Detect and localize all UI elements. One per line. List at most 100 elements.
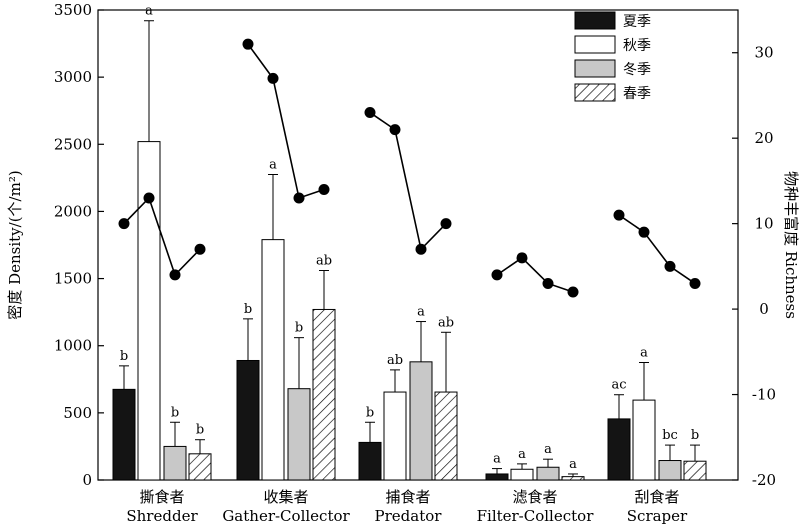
bar [358,441,382,481]
richness-line [369,111,447,251]
significance-letter: b [120,349,128,364]
category-label-en: Predator [375,507,443,525]
richness-point [689,277,701,289]
significance-letter: b [691,428,699,443]
significance-letter: a [145,4,153,19]
richness-point [364,107,376,119]
richness-point [613,209,625,221]
category-label-cn: 滤食者 [512,488,557,506]
legend-swatch [574,35,616,54]
richness-point [293,192,305,204]
bar [510,468,534,481]
significance-letter: ac [611,378,626,393]
category-label-cn: 刮食者 [634,488,679,506]
bar [658,460,682,481]
legend-label: 夏季 [623,14,651,30]
category-label-cn: 收集者 [263,488,308,506]
right-axis-tick-label: -10 [752,386,776,404]
bar [561,476,585,481]
richness-point [169,269,181,281]
bar [383,391,407,481]
richness-point [118,218,130,230]
left-axis-tick-label: 1500 [54,270,92,288]
richness-point [267,72,279,84]
legend-swatch [574,11,616,30]
right-axis-tick-label: 0 [759,300,769,318]
category-label-en: Shredder [126,507,198,525]
left-axis-tick-label: 2000 [54,202,92,220]
significance-letter: ab [438,315,454,330]
richness-point [567,286,579,298]
right-axis-tick-label: 10 [754,215,773,233]
richness-point [143,192,155,204]
significance-letter: ab [387,353,403,368]
richness-point [664,260,676,272]
bar [409,361,433,481]
significance-letter: a [493,452,501,467]
significance-letter: a [569,457,577,472]
bar [287,388,311,481]
significance-letter: a [544,442,552,457]
significance-letter: a [417,305,425,320]
left-axis-title: 密度 Density/(个/m²) [6,170,24,319]
significance-letter: b [295,321,303,336]
left-axis-tick-label: 3500 [54,1,92,19]
significance-letter: b [366,405,374,420]
richness-point [638,226,650,238]
richness-point [194,243,206,255]
significance-letter: bc [662,428,678,443]
bar [632,399,656,481]
legend-label: 秋季 [623,38,651,54]
bar [536,466,560,481]
bar [112,388,136,481]
bar [434,391,458,481]
significance-letter: b [171,405,179,420]
legend-swatch [574,83,616,102]
bar [236,359,260,481]
bar [312,308,336,481]
significance-letter: a [518,447,526,462]
bar [485,473,509,481]
significance-letter: b [196,423,204,438]
richness-point [542,277,554,289]
richness-line [247,43,325,200]
richness-point [389,124,401,136]
bar [683,460,707,481]
bar [607,418,631,481]
category-label-en: Filter-Collector [477,507,595,525]
richness-line [123,196,201,277]
richness-point [242,38,254,50]
richness-line [496,256,574,293]
category-label-en: Scraper [627,507,688,525]
richness-point [440,218,452,230]
category-label-cn: 捕食者 [385,488,430,506]
legend-swatch [574,59,616,78]
richness-point [318,183,330,195]
legend-label: 春季 [623,86,651,102]
bar [137,141,161,481]
richness-line [618,214,696,285]
right-axis-tick-label: 20 [754,129,773,147]
significance-letter: a [269,158,277,173]
legend-label: 冬季 [623,62,651,78]
left-axis-tick-label: 500 [63,404,92,422]
left-axis-tick-label: 1000 [54,337,92,355]
richness-point [415,243,427,255]
significance-letter: ab [316,254,332,269]
category-label-cn: 撕食者 [139,488,184,506]
left-axis-tick-label: 3000 [54,68,92,86]
left-axis-tick-label: 0 [82,471,92,489]
richness-point [516,252,528,264]
right-axis-title: 物种丰富度 Richness [782,171,800,319]
significance-letter: b [244,302,252,317]
right-axis-tick-label: 30 [754,44,773,62]
richness-point [491,269,503,281]
bar [188,453,212,481]
right-axis-tick-label: -20 [752,471,776,489]
bar [261,239,285,481]
significance-letter: a [640,346,648,361]
category-label-en: Gather-Collector [222,507,350,525]
bar [163,445,187,481]
